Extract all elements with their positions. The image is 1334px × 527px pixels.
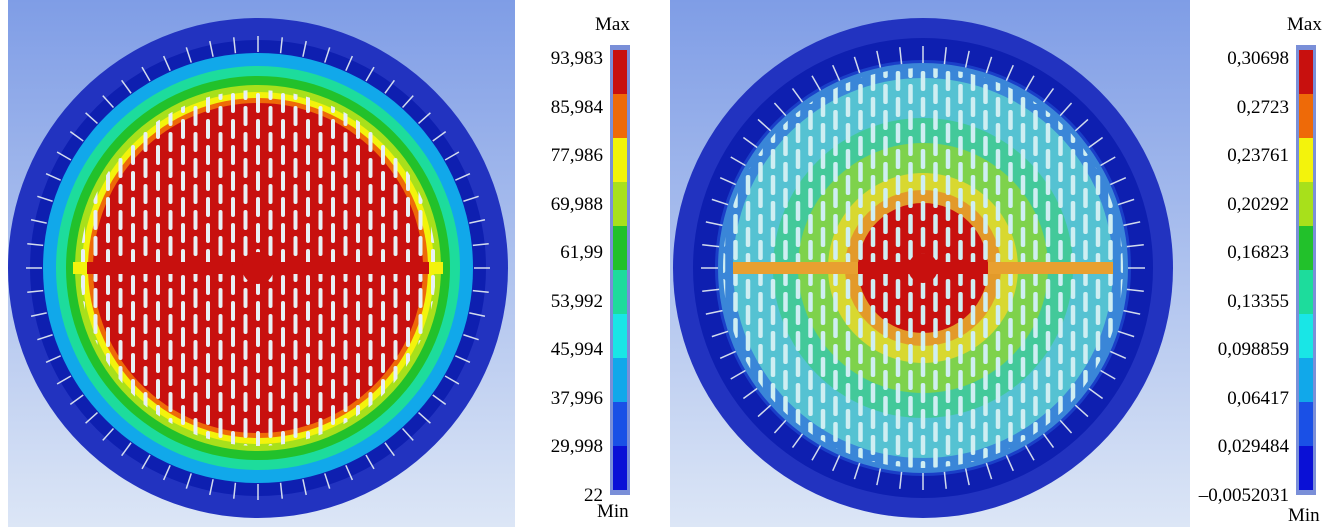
legend-value: 37,996 — [550, 387, 603, 409]
right-legend-max-label: Max — [1287, 14, 1322, 35]
left-contour-plot — [8, 0, 515, 527]
legend-value: 0,2723 — [1236, 96, 1289, 118]
right-contour-plot — [670, 0, 1190, 527]
legend-value: 29,998 — [550, 436, 603, 457]
legend-swatch — [613, 182, 627, 226]
legend-value: 0,20292 — [1227, 193, 1289, 215]
radial-tick-marks — [701, 46, 1145, 490]
legend-swatch — [1299, 226, 1313, 270]
legend-swatch — [1299, 314, 1313, 358]
legend-swatch — [1299, 94, 1313, 138]
legend-value: 0,029484 — [1217, 436, 1289, 457]
central-hub — [242, 252, 274, 284]
legend-swatch — [1299, 138, 1313, 182]
central-hub — [908, 253, 938, 283]
legend-swatch — [1299, 446, 1313, 490]
legend-swatch — [1299, 182, 1313, 226]
left-temperature-disc — [8, 0, 515, 527]
legend-swatch — [613, 358, 627, 402]
legend-swatch — [613, 270, 627, 314]
right-legend-min-label: Min — [1288, 505, 1320, 526]
legend-value: 53,992 — [550, 290, 603, 312]
bar-end-right — [429, 262, 443, 274]
legend-value: 0,098859 — [1217, 339, 1289, 360]
legend-swatch — [613, 314, 627, 358]
legend-value: 0,23761 — [1227, 145, 1289, 166]
legend-value: 45,994 — [550, 339, 603, 360]
legend-swatch — [613, 446, 627, 490]
legend-value: 93,983 — [550, 48, 603, 69]
legend-value: 85,984 — [550, 96, 603, 118]
radial-tick-marks — [26, 36, 490, 500]
legend-value: 0,16823 — [1227, 242, 1289, 263]
left-legend-min-label: Min — [597, 501, 629, 522]
legend-value: 0,13355 — [1227, 290, 1289, 312]
right-color-scale-bar — [1296, 45, 1316, 495]
legend-swatch — [1299, 358, 1313, 402]
legend-swatch — [613, 402, 627, 446]
legend-swatch — [613, 94, 627, 138]
legend-swatch — [1299, 270, 1313, 314]
legend-value: 77,986 — [550, 145, 603, 166]
left-legend-max-label: Max — [595, 14, 630, 35]
legend-swatch — [613, 138, 627, 182]
legend-swatch — [613, 226, 627, 270]
legend-swatch — [613, 50, 627, 94]
legend-value: 61,99 — [560, 242, 603, 263]
legend-value: 22 — [584, 484, 603, 506]
left-color-scale-bar — [610, 45, 630, 495]
legend-value: 0,06417 — [1227, 387, 1289, 409]
legend-value: 0,30698 — [1227, 48, 1289, 69]
right-deformation-disc — [670, 0, 1190, 527]
legend-swatch — [1299, 50, 1313, 94]
legend-swatch — [1299, 402, 1313, 446]
bar-end-left — [73, 262, 87, 274]
legend-value: 69,988 — [550, 193, 603, 215]
legend-value: –0,0052031 — [1198, 484, 1289, 506]
